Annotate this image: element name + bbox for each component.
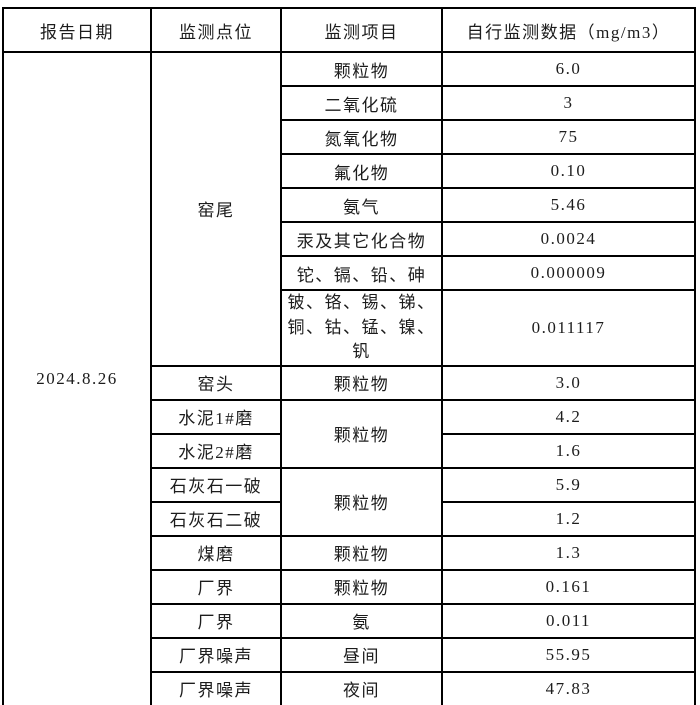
data-value-cell: 5.46 xyxy=(441,187,696,223)
table-row: 氮氧化物 75 xyxy=(3,119,696,155)
data-value-cell: 0.10 xyxy=(441,153,696,189)
data-value-cell: 1.3 xyxy=(441,534,696,571)
table-row: 厂界 颗粒物 0.161 xyxy=(3,568,696,605)
monitoring-item-cell: 氮氧化物 xyxy=(280,119,443,155)
table-row: 石灰石一破 颗粒物 5.9 xyxy=(3,466,696,537)
header-monitoring-point: 监测点位 xyxy=(150,7,282,53)
monitoring-item-cell: 氨气 xyxy=(280,187,443,223)
table-row: 厂界 氨 0.011 xyxy=(3,602,696,639)
table-row: 二氧化硫 3 xyxy=(3,85,696,121)
header-monitoring-value: 自行监测数据（mg/m3） xyxy=(441,7,696,53)
monitoring-item-cell: 颗粒物 xyxy=(280,568,443,605)
data-value-cell: 6.0 xyxy=(441,51,696,87)
monitoring-point-cell: 石灰石二破 xyxy=(150,500,282,537)
monitoring-item-cell: 汞及其它化合物 xyxy=(280,221,443,257)
report-date-cell: 2024.8.26 xyxy=(2,51,152,705)
data-value-cell: 3 xyxy=(441,85,696,121)
data-value-cell: 75 xyxy=(441,119,696,155)
data-value-cell: 0.011117 xyxy=(441,289,696,367)
monitoring-point-cell: 窑尾 xyxy=(150,51,282,367)
table-row: 铍、铬、锡、锑、铜、钴、锰、镍、钒 0.011117 xyxy=(3,289,696,367)
monitoring-point-cell: 厂界 xyxy=(150,602,282,639)
data-value-cell: 5.9 xyxy=(441,466,696,503)
monitoring-item-cell: 氟化物 xyxy=(280,153,443,189)
monitoring-point-cell: 水泥1#磨 xyxy=(150,398,282,435)
monitoring-item-cell: 颗粒物 xyxy=(280,534,443,571)
monitoring-point-cell: 石灰石一破 xyxy=(150,466,282,503)
data-value-cell: 0.161 xyxy=(441,568,696,605)
monitoring-item-cell: 二氧化硫 xyxy=(280,85,443,121)
monitoring-point-cell: 窑头 xyxy=(150,364,282,401)
table-row: 石灰石二破 1.2 xyxy=(3,500,696,537)
data-value-cell: 0.0024 xyxy=(441,221,696,257)
data-value-cell: 1.6 xyxy=(441,432,696,469)
monitoring-item-cell: 夜间 xyxy=(280,670,443,705)
table-row: 厂界噪声 夜间 47.83 xyxy=(3,670,696,705)
self-monitoring-data-table: 报告日期 监测点位 监测项目 自行监测数据（mg/m3） 2024.8.26 窑… xyxy=(2,7,696,705)
monitoring-point-cell: 水泥2#磨 xyxy=(150,432,282,469)
monitoring-item-cell: 铊、镉、铅、砷 xyxy=(280,255,443,291)
table-row: 铊、镉、铅、砷 0.000009 xyxy=(3,255,696,291)
table-row: 氨气 5.46 xyxy=(3,187,696,223)
table-row: 汞及其它化合物 0.0024 xyxy=(3,221,696,257)
data-value-cell: 3.0 xyxy=(441,364,696,401)
table-row: 水泥1#磨 颗粒物 4.2 xyxy=(3,398,696,469)
table-row: 2024.8.26 窑尾 颗粒物 6.0 xyxy=(2,51,696,705)
monitoring-item-cell: 颗粒物 xyxy=(280,398,443,469)
data-value-cell: 47.83 xyxy=(441,670,696,705)
monitoring-item-cell: 昼间 xyxy=(280,636,443,673)
monitoring-point-cell: 厂界 xyxy=(150,568,282,605)
header-monitoring-item: 监测项目 xyxy=(280,7,443,53)
table-row: 窑头 颗粒物 3.0 xyxy=(3,364,696,401)
monitoring-point-cell: 厂界噪声 xyxy=(150,636,282,673)
table-row: 水泥2#磨 1.6 xyxy=(3,432,696,469)
table-header-row: 报告日期 监测点位 监测项目 自行监测数据（mg/m3） xyxy=(2,7,696,53)
data-value-cell: 0.011 xyxy=(441,602,696,639)
monitoring-point-cell: 煤磨 xyxy=(150,534,282,571)
monitoring-point-cell: 厂界噪声 xyxy=(150,670,282,705)
monitoring-item-cell: 颗粒物 xyxy=(280,364,443,401)
data-value-cell: 55.95 xyxy=(441,636,696,673)
data-value-cell: 4.2 xyxy=(441,398,696,435)
data-value-cell: 1.2 xyxy=(441,500,696,537)
table-row: 煤磨 颗粒物 1.3 xyxy=(3,534,696,571)
monitoring-item-cell: 颗粒物 xyxy=(280,51,443,87)
table-row: 厂界噪声 昼间 55.95 xyxy=(3,636,696,673)
monitoring-item-cell: 颗粒物 xyxy=(280,466,443,537)
header-report-date: 报告日期 xyxy=(2,7,152,53)
monitoring-item-cell: 铍、铬、锡、锑、铜、钴、锰、镍、钒 xyxy=(280,289,443,367)
monitoring-item-cell: 氨 xyxy=(280,602,443,639)
table-row: 氟化物 0.10 xyxy=(3,153,696,189)
data-value-cell: 0.000009 xyxy=(441,255,696,291)
